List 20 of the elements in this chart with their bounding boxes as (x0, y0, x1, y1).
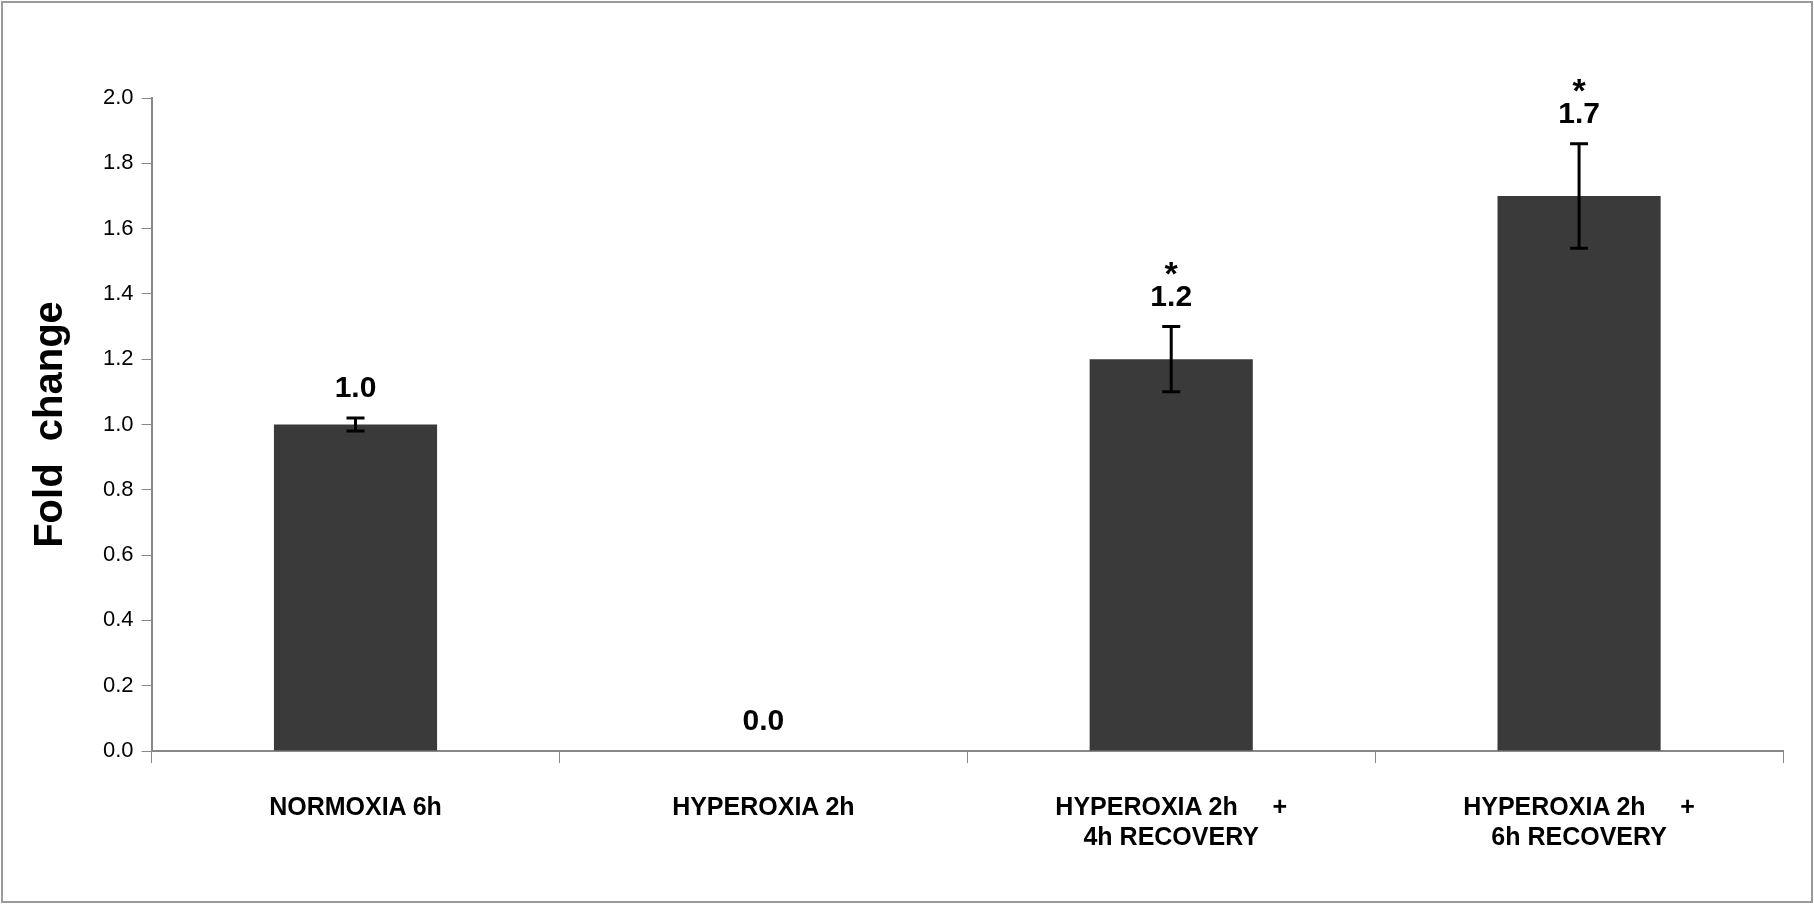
data-label: 1.2 (1150, 278, 1193, 312)
data-label: 0.0 (742, 703, 785, 737)
x-tick-label: HYPEROXIA 2h + 6h RECOVERY (1463, 791, 1695, 850)
y-tick-label: 0.8 (102, 475, 134, 501)
data-label: 1.7 (1558, 95, 1600, 129)
y-tick-label: 1.8 (102, 149, 134, 175)
x-tick-label: HYPEROXIA 2h (672, 791, 855, 820)
y-axis-title: Fold change (26, 301, 71, 548)
x-tick-label: HYPEROXIA 2h + 4h RECOVERY (1055, 791, 1288, 850)
y-tick-label: 0.0 (102, 737, 134, 763)
x-tick-label: NORMOXIA 6h (269, 791, 442, 820)
y-tick-label: 1.4 (102, 279, 134, 305)
y-tick-label: 0.4 (102, 606, 134, 632)
data-label: 1.0 (334, 370, 377, 404)
y-tick-label: 0.6 (102, 541, 134, 567)
y-tick-label: 1.2 (102, 345, 134, 371)
y-tick-label: 1.6 (102, 214, 134, 240)
y-tick-label: 1.0 (102, 410, 134, 436)
y-tick-label: 2.0 (102, 84, 134, 110)
y-tick-label: 0.2 (102, 671, 134, 697)
